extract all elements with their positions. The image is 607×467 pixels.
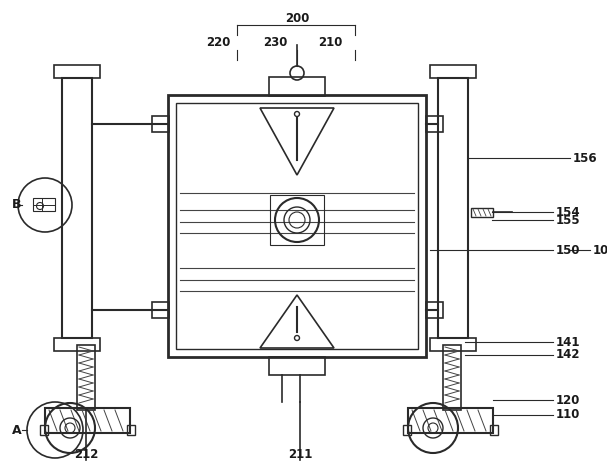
Bar bbox=[426, 116, 443, 132]
Text: 212: 212 bbox=[74, 448, 98, 461]
Bar bbox=[152, 116, 169, 132]
Text: B: B bbox=[12, 198, 21, 212]
Bar bbox=[443, 345, 461, 410]
Bar bbox=[408, 408, 493, 433]
Text: 141: 141 bbox=[556, 335, 580, 348]
Bar bbox=[430, 65, 476, 78]
Bar bbox=[54, 338, 100, 351]
Bar bbox=[438, 78, 468, 338]
Bar bbox=[127, 425, 135, 435]
Bar bbox=[403, 425, 411, 435]
Bar bbox=[40, 425, 48, 435]
Text: 100: 100 bbox=[593, 243, 607, 256]
Text: 110: 110 bbox=[556, 409, 580, 422]
Bar bbox=[490, 425, 498, 435]
Text: 154: 154 bbox=[556, 205, 581, 219]
Bar bbox=[269, 357, 325, 375]
Bar bbox=[270, 195, 324, 245]
Text: 142: 142 bbox=[556, 348, 580, 361]
Bar bbox=[152, 302, 169, 318]
Text: 200: 200 bbox=[285, 12, 309, 24]
Bar bbox=[426, 302, 443, 318]
Text: 211: 211 bbox=[288, 448, 312, 461]
Text: 156: 156 bbox=[573, 151, 598, 164]
Bar bbox=[471, 208, 493, 217]
Bar bbox=[45, 408, 130, 433]
Bar bbox=[62, 78, 92, 338]
Bar bbox=[176, 103, 418, 349]
Text: 220: 220 bbox=[206, 35, 230, 49]
Bar bbox=[77, 345, 95, 410]
Text: A: A bbox=[12, 424, 22, 437]
Bar bbox=[168, 95, 426, 357]
Text: 155: 155 bbox=[556, 213, 581, 226]
Bar bbox=[269, 77, 325, 96]
Text: 120: 120 bbox=[556, 394, 580, 406]
Text: 150: 150 bbox=[556, 243, 580, 256]
Bar bbox=[33, 198, 55, 211]
Bar bbox=[430, 338, 476, 351]
Text: 210: 210 bbox=[318, 35, 342, 49]
Bar bbox=[54, 65, 100, 78]
Text: 230: 230 bbox=[263, 35, 287, 49]
